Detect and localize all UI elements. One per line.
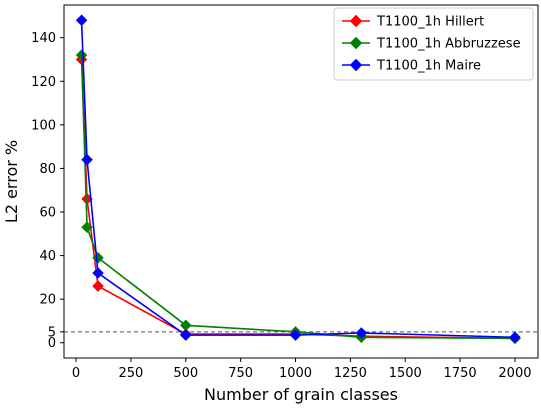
plot-area: [63, 4, 539, 359]
x-tick-label: 2000: [498, 366, 531, 381]
x-tick-label: 1250: [334, 366, 367, 381]
data-point: [179, 329, 192, 341]
data-point: [81, 221, 93, 234]
y-tick-label: 5: [48, 325, 56, 340]
y-tick-label: 140: [31, 31, 56, 46]
legend-label: T1100_1h Maire: [376, 59, 481, 74]
x-tick-label: 750: [228, 366, 253, 381]
x-axis-ticks: 0 250 500 750 1000 1250 1500 1750 2000: [72, 358, 532, 381]
x-tick-label: 250: [119, 366, 144, 381]
y-axis-title: L2 error %: [2, 140, 21, 223]
data-point: [509, 331, 521, 344]
y-tick-label: 60: [39, 206, 56, 221]
y-tick-label: 0: [48, 336, 56, 351]
legend: T1100_1h Hillert T1100_1h Abbruzzese T1100…: [333, 7, 534, 81]
series-line: [80, 59, 515, 340]
data-point: [75, 49, 88, 61]
data-point: [355, 327, 368, 339]
y-tick-label: 80: [39, 162, 56, 177]
legend-box: [333, 7, 534, 81]
series-layer: [75, 14, 521, 345]
axes-frame: [63, 4, 539, 359]
data-point: [75, 14, 88, 27]
series: [75, 49, 521, 345]
x-axis-title: Number of grain classes: [204, 385, 398, 404]
x-tick-label: 1750: [444, 366, 477, 381]
y-tick-label: 120: [31, 75, 56, 90]
x-tick-label: 1000: [279, 366, 312, 381]
series-line: [80, 55, 515, 340]
legend-marker: [349, 14, 363, 28]
legend-label: T1100_1h Abbruzzese: [376, 37, 521, 52]
legend-entry: T1100_1h Abbruzzese: [342, 37, 521, 52]
legend-entry: T1100_1h Hillert: [342, 15, 484, 30]
legend-marker: [349, 58, 363, 72]
series: [75, 53, 521, 345]
y-tick-label: 20: [39, 293, 56, 308]
data-point: [81, 153, 93, 166]
x-tick-label: 0: [72, 366, 80, 381]
data-point: [92, 280, 104, 292]
legend-marker: [349, 36, 363, 50]
y-axis-ticks: 05 20 40 60 80 100 120 140: [31, 31, 64, 351]
x-tick-label: 500: [173, 366, 198, 381]
legend-label: T1100_1h Hillert: [376, 15, 484, 30]
legend-entry: T1100_1h Maire: [342, 59, 481, 74]
x-tick-label: 1500: [389, 366, 422, 381]
series: [75, 14, 521, 344]
y-tick-label: 40: [39, 249, 56, 264]
y-tick-label: 100: [31, 118, 56, 133]
data-point: [92, 251, 104, 264]
data-point: [289, 329, 302, 341]
data-point: [92, 267, 104, 279]
